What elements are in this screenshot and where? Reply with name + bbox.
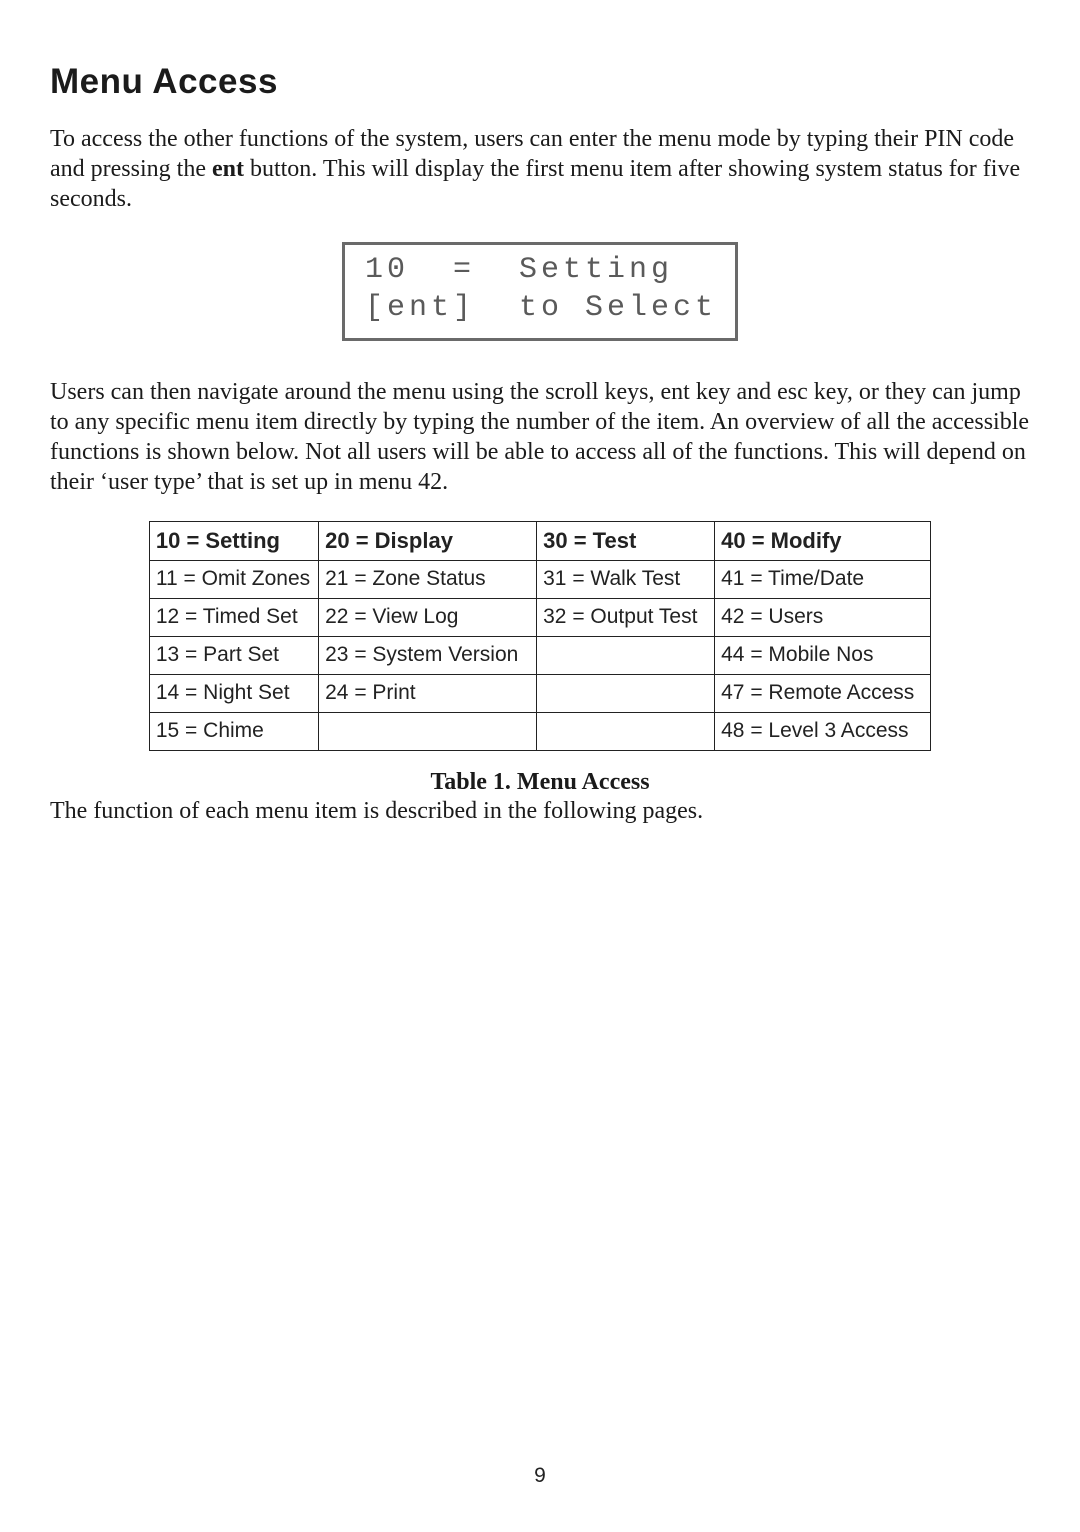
table-cell: 23 = System Version	[319, 636, 537, 674]
lcd-line-1: 10 = Setting	[365, 253, 673, 287]
page-number: 9	[0, 1464, 1080, 1488]
table-cell: 44 = Mobile Nos	[715, 636, 931, 674]
table-caption: Table 1. Menu Access	[50, 769, 1030, 796]
table-row: 12 = Timed Set 22 = View Log 32 = Output…	[149, 598, 930, 636]
table-cell: 42 = Users	[715, 598, 931, 636]
table-cell: 32 = Output Test	[537, 598, 715, 636]
table-row: 14 = Night Set 24 = Print 47 = Remote Ac…	[149, 674, 930, 712]
ent-bold: ent	[212, 156, 244, 182]
table-cell	[537, 674, 715, 712]
table-header: 20 = Display	[319, 521, 537, 560]
table-cell: 11 = Omit Zones	[149, 560, 318, 598]
table-cell: 47 = Remote Access	[715, 674, 931, 712]
table-cell: 13 = Part Set	[149, 636, 318, 674]
table-header: 40 = Modify	[715, 521, 931, 560]
table-cell: 15 = Chime	[149, 712, 318, 750]
table-cell	[537, 712, 715, 750]
table-cell: 31 = Walk Test	[537, 560, 715, 598]
table-cell: 24 = Print	[319, 674, 537, 712]
menu-table: 10 = Setting 20 = Display 30 = Test 40 =…	[149, 521, 931, 751]
table-header: 30 = Test	[537, 521, 715, 560]
table-cell: 41 = Time/Date	[715, 560, 931, 598]
table-row: 11 = Omit Zones 21 = Zone Status 31 = Wa…	[149, 560, 930, 598]
lcd-line-2: [ent] to Select	[365, 291, 717, 325]
table-cell: 48 = Level 3 Access	[715, 712, 931, 750]
table-cell	[319, 712, 537, 750]
table-cell: 14 = Night Set	[149, 674, 318, 712]
table-row: 13 = Part Set 23 = System Version 44 = M…	[149, 636, 930, 674]
table-cell: 22 = View Log	[319, 598, 537, 636]
table-cell: 21 = Zone Status	[319, 560, 537, 598]
outro-paragraph: The function of each menu item is descri…	[50, 798, 1030, 825]
intro-paragraph: To access the other functions of the sys…	[50, 124, 1030, 214]
table-cell	[537, 636, 715, 674]
table-cell: 12 = Timed Set	[149, 598, 318, 636]
nav-paragraph: Users can then navigate around the menu …	[50, 377, 1030, 497]
lcd-display-wrap: 10 = Setting [ent] to Select	[50, 242, 1030, 341]
page-heading: Menu Access	[50, 62, 1030, 102]
table-header: 10 = Setting	[149, 521, 318, 560]
table-header-row: 10 = Setting 20 = Display 30 = Test 40 =…	[149, 521, 930, 560]
menu-table-wrap: 10 = Setting 20 = Display 30 = Test 40 =…	[50, 521, 1030, 751]
lcd-display: 10 = Setting [ent] to Select	[342, 242, 738, 341]
table-row: 15 = Chime 48 = Level 3 Access	[149, 712, 930, 750]
